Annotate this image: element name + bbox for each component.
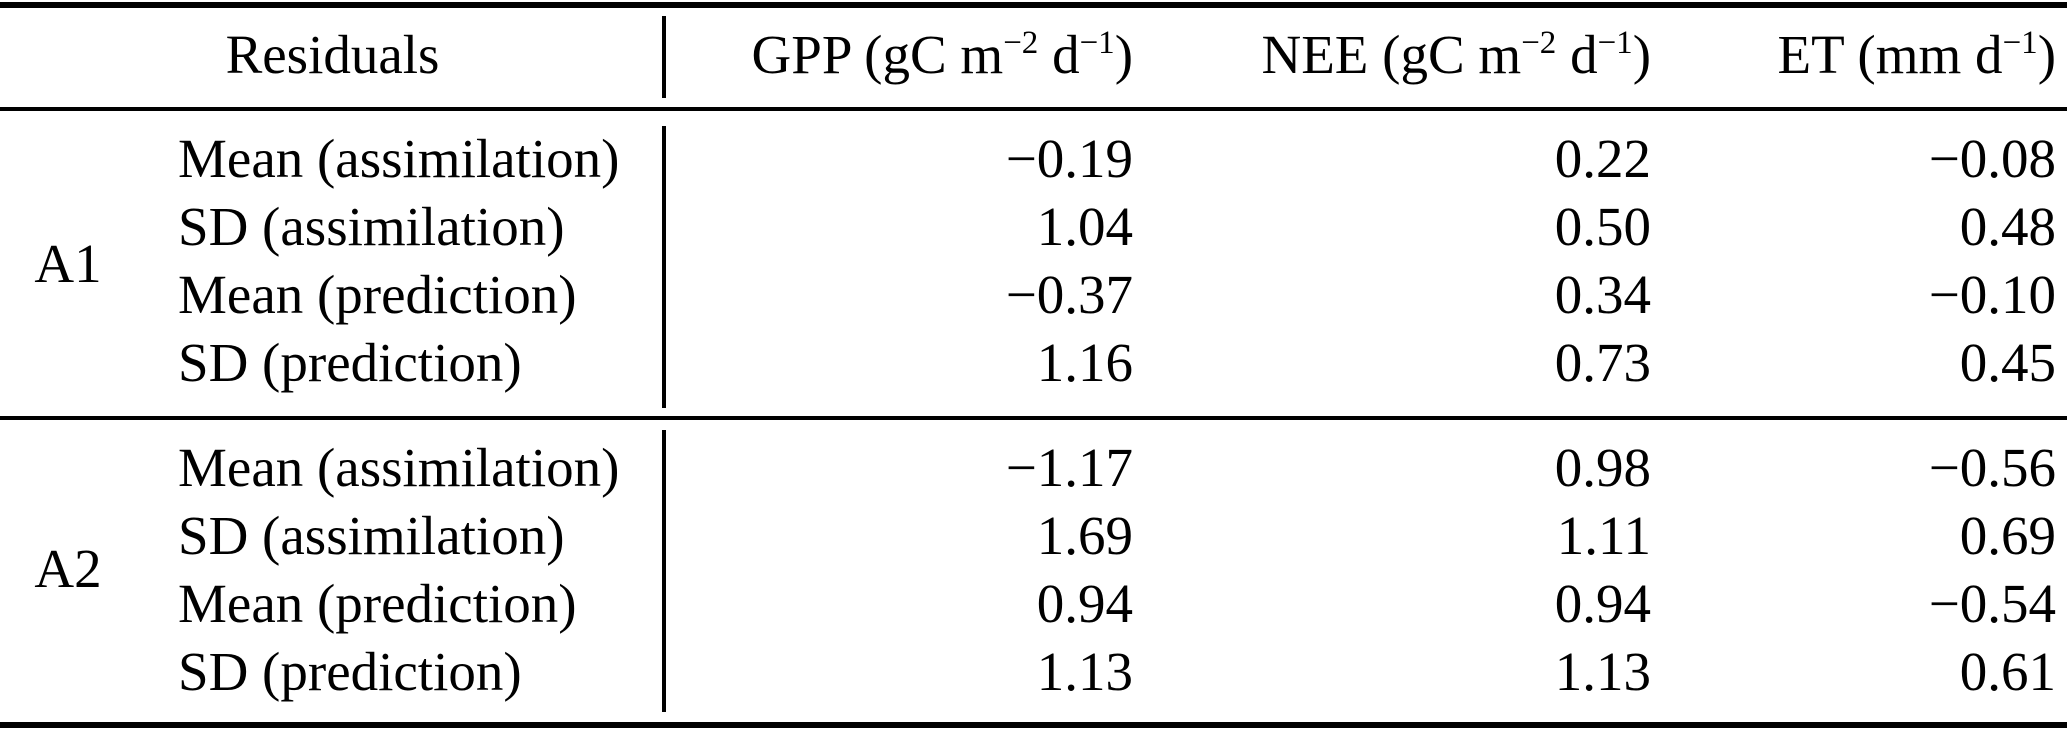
group-label-a2: A2 bbox=[34, 537, 102, 599]
bottom-rule bbox=[0, 722, 2067, 728]
value-cell-nee: 0.22 bbox=[1554, 127, 1652, 189]
column-header-gpp: GPP (gC m−2 d−1) bbox=[665, 0, 1133, 111]
block-a2: A2 Mean (assimilation) −1.17 0.98 −0.56 … bbox=[0, 418, 2067, 720]
table-row: Mean (prediction) −0.37 0.34 −0.10 bbox=[0, 261, 2067, 329]
column-header-et: ET (mm d−1) bbox=[1651, 0, 2067, 111]
unit-text: NEE (gC m bbox=[1261, 24, 1522, 86]
value-cell-nee: 1.13 bbox=[1554, 640, 1652, 702]
table-row: SD (assimilation) 1.04 0.50 0.48 bbox=[0, 193, 2067, 261]
value-cell-et: −0.56 bbox=[1928, 436, 2057, 498]
unit-text: GPP (gC m bbox=[751, 24, 1004, 86]
unit-text: ET (mm d bbox=[1777, 24, 2003, 86]
unit-text: d bbox=[1556, 24, 1598, 86]
value-cell-gpp: −0.37 bbox=[1005, 263, 1134, 325]
unit-text: ) bbox=[1114, 24, 1134, 86]
unit-superscript: −2 bbox=[1521, 24, 1557, 61]
table-row: A2 Mean (assimilation) −1.17 0.98 −0.56 bbox=[0, 418, 2067, 599]
header-row: Residuals GPP (gC m−2 d−1) NEE (gC m−2 d… bbox=[0, 0, 2067, 111]
column-header-residuals: Residuals bbox=[225, 24, 440, 86]
row-label: Mean (prediction) bbox=[178, 572, 577, 634]
value-cell-et: 0.69 bbox=[1959, 504, 2057, 566]
value-cell-et: −0.08 bbox=[1928, 127, 2057, 189]
row-label: Mean (assimilation) bbox=[178, 436, 620, 498]
column-header-nee: NEE (gC m−2 d−1) bbox=[1133, 0, 1651, 111]
unit-superscript: −1 bbox=[1597, 24, 1633, 61]
unit-superscript: −2 bbox=[1003, 24, 1039, 61]
top-rule bbox=[0, 2, 2067, 8]
block-a1: A1 Mean (assimilation) −0.19 0.22 −0.08 … bbox=[0, 111, 2067, 418]
value-cell-et: 0.61 bbox=[1959, 640, 2057, 702]
row-label: SD (assimilation) bbox=[178, 195, 565, 257]
table-row: A1 Mean (assimilation) −0.19 0.22 −0.08 bbox=[0, 111, 2067, 294]
value-cell-gpp: −1.17 bbox=[1005, 436, 1134, 498]
value-cell-nee: 0.94 bbox=[1554, 572, 1652, 634]
unit-superscript: −1 bbox=[2002, 24, 2038, 61]
table-row: Mean (prediction) 0.94 0.94 −0.54 bbox=[0, 570, 2067, 638]
unit-text: ) bbox=[1632, 24, 1652, 86]
row-label: SD (prediction) bbox=[178, 640, 522, 702]
table-row: SD (assimilation) 1.69 1.11 0.69 bbox=[0, 502, 2067, 570]
row-label: SD (assimilation) bbox=[178, 504, 565, 566]
value-cell-gpp: 1.04 bbox=[1036, 195, 1134, 257]
value-cell-et: 0.48 bbox=[1959, 195, 2057, 257]
unit-superscript: −1 bbox=[1079, 24, 1115, 61]
value-cell-nee: 0.73 bbox=[1554, 331, 1652, 393]
row-label: Mean (assimilation) bbox=[178, 127, 620, 189]
header-separator-rule bbox=[0, 107, 2067, 111]
unit-text: ) bbox=[2037, 24, 2057, 86]
row-label: SD (prediction) bbox=[178, 331, 522, 393]
value-cell-et: −0.54 bbox=[1928, 572, 2057, 634]
table-row: SD (prediction) 1.16 0.73 0.45 bbox=[0, 329, 2067, 418]
value-cell-gpp: 1.13 bbox=[1036, 640, 1134, 702]
vertical-rule-block-a1 bbox=[662, 126, 666, 408]
value-cell-nee: 0.50 bbox=[1554, 195, 1652, 257]
value-cell-et: −0.10 bbox=[1928, 263, 2057, 325]
table-row: SD (prediction) 1.13 1.13 0.61 bbox=[0, 638, 2067, 720]
value-cell-gpp: 0.94 bbox=[1036, 572, 1134, 634]
vertical-rule-block-a2 bbox=[662, 430, 666, 712]
unit-text: d bbox=[1038, 24, 1080, 86]
value-cell-gpp: 1.16 bbox=[1036, 331, 1134, 393]
value-cell-gpp: −0.19 bbox=[1005, 127, 1134, 189]
vertical-rule-header bbox=[662, 16, 666, 98]
group-label-a1: A1 bbox=[34, 233, 102, 295]
block-separator-rule bbox=[0, 416, 2067, 420]
value-cell-gpp: 1.69 bbox=[1036, 504, 1134, 566]
value-cell-nee: 1.11 bbox=[1556, 504, 1652, 566]
row-label: Mean (prediction) bbox=[178, 263, 577, 325]
value-cell-et: 0.45 bbox=[1959, 331, 2057, 393]
value-cell-nee: 0.34 bbox=[1554, 263, 1652, 325]
value-cell-nee: 0.98 bbox=[1554, 436, 1652, 498]
